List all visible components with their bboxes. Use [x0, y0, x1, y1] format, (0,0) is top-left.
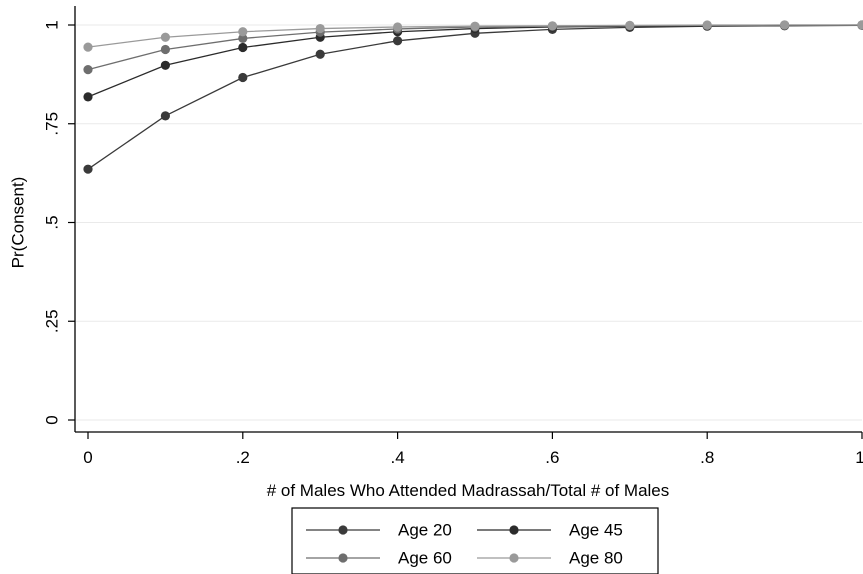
series-age-20	[83, 21, 863, 174]
series-age-45	[83, 20, 863, 101]
data-point	[703, 20, 712, 29]
data-series	[83, 20, 863, 173]
data-point	[83, 65, 92, 74]
axes: 0 .25 .5 .75 1 0 .2 .4 .6 .8 1 # of Males Who Atten…	[9, 6, 863, 500]
data-point	[83, 92, 92, 101]
x-tick-label: 1	[855, 448, 863, 467]
data-point	[83, 165, 92, 174]
y-tick-label: 1	[43, 20, 62, 29]
x-tick-label: .2	[236, 448, 250, 467]
y-tick-label: .5	[43, 215, 62, 229]
gridlines	[76, 25, 862, 420]
data-point	[161, 111, 170, 120]
legend-marker	[509, 553, 518, 562]
data-point	[238, 43, 247, 52]
data-point	[316, 50, 325, 59]
data-point	[161, 45, 170, 54]
legend-label: Age 80	[569, 549, 623, 568]
x-tick-label: 0	[83, 448, 92, 467]
y-tick-label: 0	[43, 415, 62, 424]
series-line	[88, 25, 862, 169]
data-point	[161, 61, 170, 70]
legend-marker	[509, 525, 518, 534]
data-point	[238, 27, 247, 36]
x-tick-label: .6	[545, 448, 559, 467]
legend-marker	[338, 553, 347, 562]
data-point	[161, 33, 170, 42]
data-point	[625, 21, 634, 30]
y-tick-label: .25	[43, 309, 62, 333]
x-tick-label: .4	[391, 448, 405, 467]
legend-label: Age 60	[398, 549, 452, 568]
data-point	[548, 21, 557, 30]
y-axis-title: Pr(Consent)	[9, 177, 28, 269]
data-point	[393, 36, 402, 45]
legend-marker	[338, 525, 347, 534]
data-point	[857, 20, 863, 29]
data-point	[83, 43, 92, 52]
y-tick-label: .75	[43, 112, 62, 136]
data-point	[780, 20, 789, 29]
data-point	[238, 73, 247, 82]
legend-label: Age 45	[569, 521, 623, 540]
data-point	[470, 22, 479, 31]
x-axis-title: # of Males Who Attended Madrassah/Total …	[267, 481, 670, 500]
legend: Age 20 Age 45 Age 60 Age 80	[292, 508, 658, 574]
legend-label: Age 20	[398, 521, 452, 540]
x-tick-label: .8	[700, 448, 714, 467]
data-point	[393, 22, 402, 31]
data-point	[316, 24, 325, 33]
